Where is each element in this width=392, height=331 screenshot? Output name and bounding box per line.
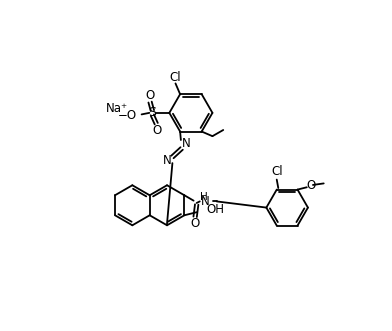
Text: O: O xyxy=(306,179,315,192)
Text: N: N xyxy=(163,154,171,167)
Text: −O: −O xyxy=(118,109,137,122)
Text: OH: OH xyxy=(206,203,224,215)
Text: N: N xyxy=(201,195,209,208)
Text: N: N xyxy=(182,137,191,150)
Text: O: O xyxy=(191,217,200,230)
Text: Na⁺: Na⁺ xyxy=(106,102,128,115)
Text: S: S xyxy=(149,106,156,119)
Text: Cl: Cl xyxy=(170,71,181,84)
Text: H: H xyxy=(200,192,207,202)
Text: O: O xyxy=(152,124,162,137)
Text: Cl: Cl xyxy=(271,166,283,178)
Text: O: O xyxy=(145,89,155,102)
